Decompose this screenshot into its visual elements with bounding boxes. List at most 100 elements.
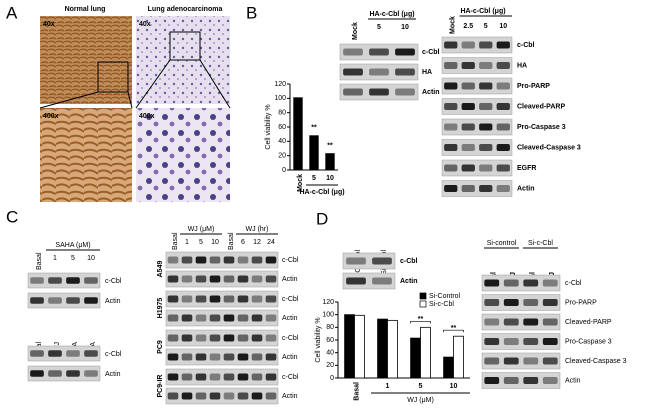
blot-band — [195, 275, 207, 283]
blot-band — [484, 376, 500, 385]
row-label: Actin — [400, 278, 418, 285]
blot-band — [444, 102, 458, 111]
blot-strip — [481, 313, 561, 331]
blot-band — [181, 256, 193, 264]
blot-band — [84, 297, 98, 304]
blot-band — [265, 256, 277, 264]
blot-strip — [441, 77, 513, 95]
blot-strip — [441, 139, 513, 156]
blot-band — [223, 275, 235, 283]
blot-band — [251, 392, 263, 400]
blot-band — [542, 279, 558, 287]
row-label: Actin — [565, 377, 581, 384]
blot-band — [237, 256, 249, 264]
row-label: c-Cbl — [105, 278, 122, 285]
row-label: Pro-Caspase 3 — [517, 124, 566, 131]
blot-strip — [165, 290, 279, 308]
blot-band — [444, 184, 458, 193]
blot-strip — [342, 252, 396, 270]
row-label: Pro-PARP — [565, 299, 597, 306]
blot-band — [503, 279, 519, 287]
blot-band — [479, 102, 493, 111]
row-label: HA — [517, 62, 527, 69]
row-label: Actin — [105, 371, 121, 378]
blot-band — [479, 123, 493, 131]
blot-band — [209, 314, 221, 322]
blot-band — [523, 357, 539, 365]
blot-band — [237, 392, 249, 400]
blot-strip — [481, 372, 561, 389]
blot-band — [181, 353, 193, 361]
group-label: SAHA (μM) — [55, 242, 90, 249]
blot-band — [496, 123, 510, 131]
blot-band — [30, 370, 44, 377]
zoom-line — [39, 91, 99, 109]
zoom-box — [97, 61, 129, 93]
blot-band — [167, 353, 179, 361]
blot-band — [181, 295, 193, 303]
lane-label: 6 — [241, 239, 245, 246]
cell-line-label: H1975 — [157, 298, 164, 319]
lane-label: 10 — [211, 239, 219, 246]
blot-band — [461, 184, 475, 193]
blot-band — [251, 256, 263, 264]
row-label: c-Cbl — [422, 49, 440, 56]
blot-strip — [481, 274, 561, 292]
blot-band — [523, 279, 539, 287]
y-tick-label: 20 — [326, 362, 334, 369]
blot-band — [496, 184, 510, 193]
blot-band — [66, 277, 80, 284]
blot-band — [395, 48, 415, 56]
blot-band — [181, 275, 193, 283]
blot-strip — [342, 272, 396, 290]
magnification: 40x — [139, 21, 151, 28]
blot-band — [484, 357, 500, 365]
blot-band — [84, 370, 98, 377]
blot-band — [542, 337, 558, 346]
bar — [443, 356, 454, 379]
blot-band — [84, 277, 98, 284]
blot-band — [195, 314, 207, 322]
blot-band — [542, 298, 558, 307]
blot-band — [209, 256, 221, 264]
x-tick-label: 5 — [419, 383, 423, 390]
blot-band — [195, 353, 207, 361]
blot-band — [461, 164, 475, 172]
blot-strip — [165, 368, 279, 386]
bar — [309, 135, 319, 171]
lane-label: 5 — [377, 24, 381, 31]
blot-band — [461, 123, 475, 131]
zoom-line — [135, 59, 171, 109]
lane-label: 24 — [267, 239, 275, 246]
x-tick-label: 10 — [450, 383, 458, 390]
row-label: Actin — [282, 393, 298, 400]
blot-band — [461, 61, 475, 70]
column-title: Normal lung — [65, 6, 106, 13]
blot-band — [343, 48, 363, 56]
blot-band — [48, 350, 62, 357]
x-tick-label: 10 — [326, 175, 334, 182]
row-label: Cleaved-Caspase 3 — [565, 358, 627, 365]
blot-band — [343, 88, 363, 96]
row-label: c-Cbl — [517, 42, 535, 49]
x-tick-label: 1 — [386, 383, 390, 390]
bar — [420, 326, 431, 379]
blot-band — [503, 337, 519, 346]
y-axis-label: Cell viability % — [265, 104, 272, 149]
magnification: 400x — [139, 113, 155, 120]
blot-strip — [165, 309, 279, 327]
row-label: c-Cbl — [282, 257, 299, 264]
blot-band — [496, 61, 510, 70]
blot-band — [372, 277, 392, 285]
blot-strip — [165, 251, 279, 269]
blot-band — [479, 61, 493, 70]
y-tick-label: 80 — [278, 110, 286, 117]
blot-band — [265, 275, 277, 283]
blot-band — [265, 353, 277, 361]
lane-label: 1 — [185, 239, 189, 246]
group-label: WJ (hr) — [246, 226, 269, 233]
blot-strip — [441, 57, 513, 74]
blot-band — [48, 370, 62, 377]
lane-label: Mock — [450, 16, 457, 34]
blot-band — [167, 295, 179, 303]
